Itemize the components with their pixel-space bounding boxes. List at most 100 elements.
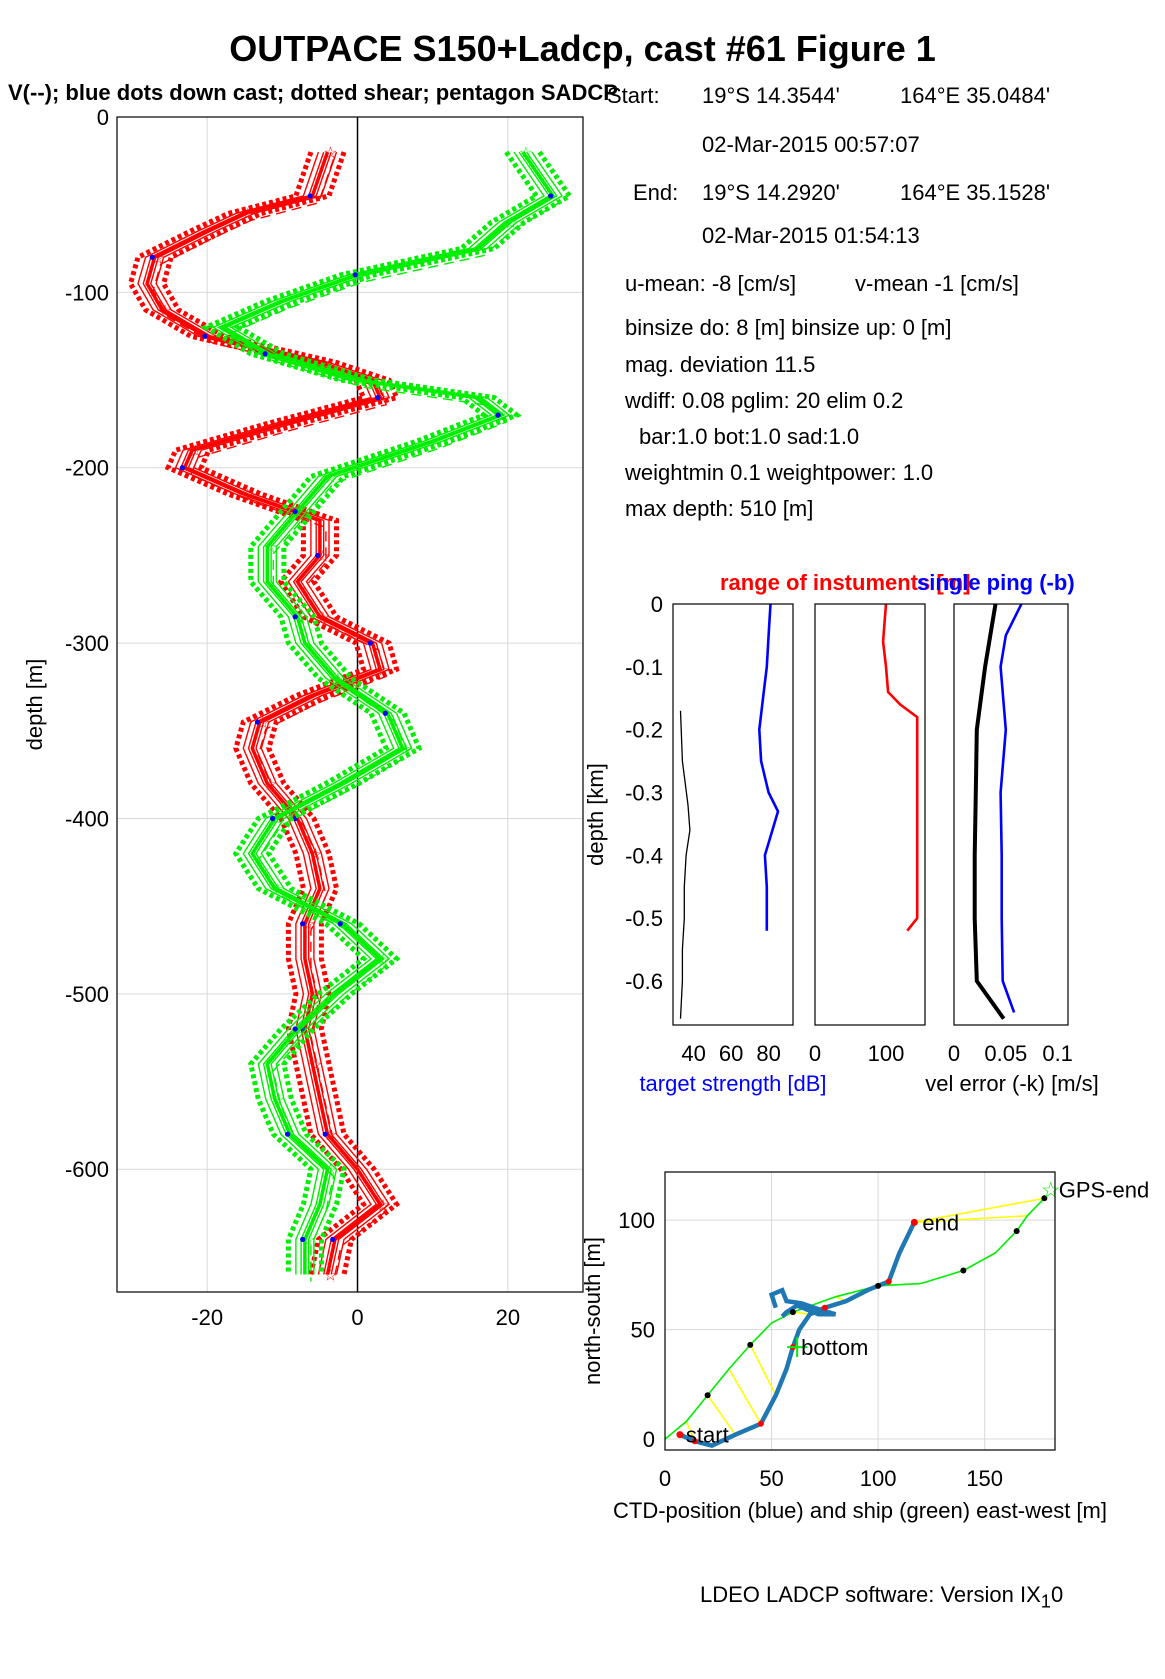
ctd-marker <box>821 1304 828 1311</box>
data-point-red: ☆ <box>263 776 277 793</box>
down-cast-dot <box>315 552 321 559</box>
data-point-green: ☆ <box>504 215 518 232</box>
y-tick-label: -500 <box>65 982 109 1007</box>
down-cast-dot <box>149 254 155 260</box>
data-point-red: ☆ <box>150 250 164 267</box>
data-point-green: ☆ <box>519 145 533 162</box>
panel-title: range of instuments [m] <box>720 570 971 595</box>
plot-frame-velocity <box>116 116 584 1293</box>
data-point-green: ☆ <box>323 470 337 487</box>
footer-text: LDEO LADCP software: Version IX10 <box>700 1582 1063 1612</box>
data-point-green: ☆ <box>293 610 307 627</box>
data-point-green: ☆ <box>301 1232 315 1249</box>
weight: weightmin 0.1 weightpower: 1.0 <box>625 460 934 485</box>
data-point-red: ☆ <box>323 1267 337 1284</box>
x-tick-label: 100 <box>860 1466 897 1491</box>
series-main-green <box>218 151 556 1275</box>
series-envelope-green <box>233 150 574 1275</box>
data-point-red: ☆ <box>376 391 390 408</box>
down-cast-dot <box>375 394 381 401</box>
data-point-red: ☆ <box>158 303 172 320</box>
down-cast-dot <box>269 815 276 822</box>
y-tick-label: -0.4 <box>625 843 663 868</box>
down-cast-dot <box>307 193 313 199</box>
series-line-green <box>211 151 545 1275</box>
down-cast-dot <box>262 351 268 357</box>
down-cast-dot <box>300 1026 306 1032</box>
y-tick-label: 0 <box>97 105 109 130</box>
x-tick-label: 50 <box>759 1466 783 1491</box>
x-tick-label: 20 <box>496 1305 520 1330</box>
ship-marker <box>875 1282 882 1289</box>
series-line-red <box>881 603 919 932</box>
start-label: start <box>686 1423 729 1448</box>
data-point-red: ☆ <box>376 1197 390 1214</box>
ship-marker <box>704 1392 711 1399</box>
ctd-track <box>679 1221 917 1448</box>
down-cast-dot <box>367 640 373 646</box>
footer-tail: 0 <box>1050 1582 1064 1607</box>
down-cast-dot <box>292 1026 298 1032</box>
start-time: 02-Mar-2015 00:57:07 <box>702 132 920 157</box>
x-tick-label: 0 <box>351 1305 363 1330</box>
y-tick-label: 100 <box>618 1208 655 1233</box>
x-tick-label: 40 <box>681 1041 705 1066</box>
max-depth: max depth: 510 [m] <box>625 496 814 521</box>
figure-subtitle: V(--); blue dots down cast; dotted shear… <box>8 80 618 105</box>
y-tick-label: -0.3 <box>625 781 663 806</box>
data-point-red: ☆ <box>376 662 390 679</box>
data-point-red: ☆ <box>301 917 315 934</box>
series-line-green <box>229 151 564 1275</box>
x-axis-label: vel error (-k) [m/s] <box>925 1071 1099 1096</box>
down-cast-dot <box>337 921 343 927</box>
data-point-green: ☆ <box>218 320 232 337</box>
data-point-green: ☆ <box>496 408 510 425</box>
down-cast-dot <box>382 710 388 716</box>
data-point-red: ☆ <box>323 145 337 162</box>
ship-marker <box>747 1341 754 1348</box>
down-cast-dot <box>495 412 501 418</box>
connector-line <box>706 1394 736 1436</box>
y-axis-label: depth [km] <box>583 763 608 866</box>
data-point-red: ☆ <box>256 715 270 732</box>
series-line-red <box>155 151 391 1275</box>
series-line-black <box>972 603 1006 1020</box>
down-cast-dot <box>322 1131 328 1137</box>
end-marker <box>910 1218 918 1226</box>
end-label: end <box>922 1210 959 1235</box>
end-lon: 164°E 35.1528' <box>900 180 1051 205</box>
data-point-red: ☆ <box>241 487 255 504</box>
end-time: 02-Mar-2015 01:54:13 <box>702 223 920 248</box>
start-lat: 19°S 14.3544' <box>702 83 840 108</box>
connector-line <box>749 1344 777 1396</box>
x-axis-label: CTD-position (blue) and ship (green) eas… <box>613 1498 1107 1523</box>
data-point-red: ☆ <box>323 1127 337 1144</box>
figure-title: OUTPACE S150+Ladcp, cast #61 Figure 1 <box>229 28 936 69</box>
y-tick-label: -0.6 <box>625 969 663 994</box>
end-lat: 19°S 14.2920' <box>702 180 840 205</box>
down-cast-dot <box>179 465 185 471</box>
bar-bot-sad: bar:1.0 bot:1.0 sad:1.0 <box>639 424 860 449</box>
plot-frame-position <box>664 1171 1056 1451</box>
bottom-label: bottom <box>801 1335 868 1360</box>
series-envelope-green <box>200 150 540 1275</box>
y-tick-label: 0 <box>643 1427 655 1452</box>
data-point-green: ☆ <box>376 952 390 969</box>
end-label: End: <box>633 180 679 205</box>
y-tick-label: -0.5 <box>625 906 663 931</box>
ship-marker <box>1013 1228 1020 1235</box>
x-tick-label: 150 <box>966 1466 1003 1491</box>
data-point-green: ☆ <box>398 741 412 758</box>
x-tick-label: 0.05 <box>984 1041 1027 1066</box>
y-tick-label: 0 <box>651 592 663 617</box>
u-mean: u-mean: -8 [cm/s] <box>625 271 797 296</box>
down-cast-dot <box>352 272 358 278</box>
ship-marker <box>1041 1195 1048 1202</box>
connector-line <box>914 1197 1045 1224</box>
down-cast-dot <box>292 614 298 620</box>
ctd-marker <box>691 1438 698 1445</box>
y-tick-label: 50 <box>631 1318 655 1343</box>
down-cast-dot <box>548 193 554 199</box>
connector-line <box>685 1421 696 1442</box>
